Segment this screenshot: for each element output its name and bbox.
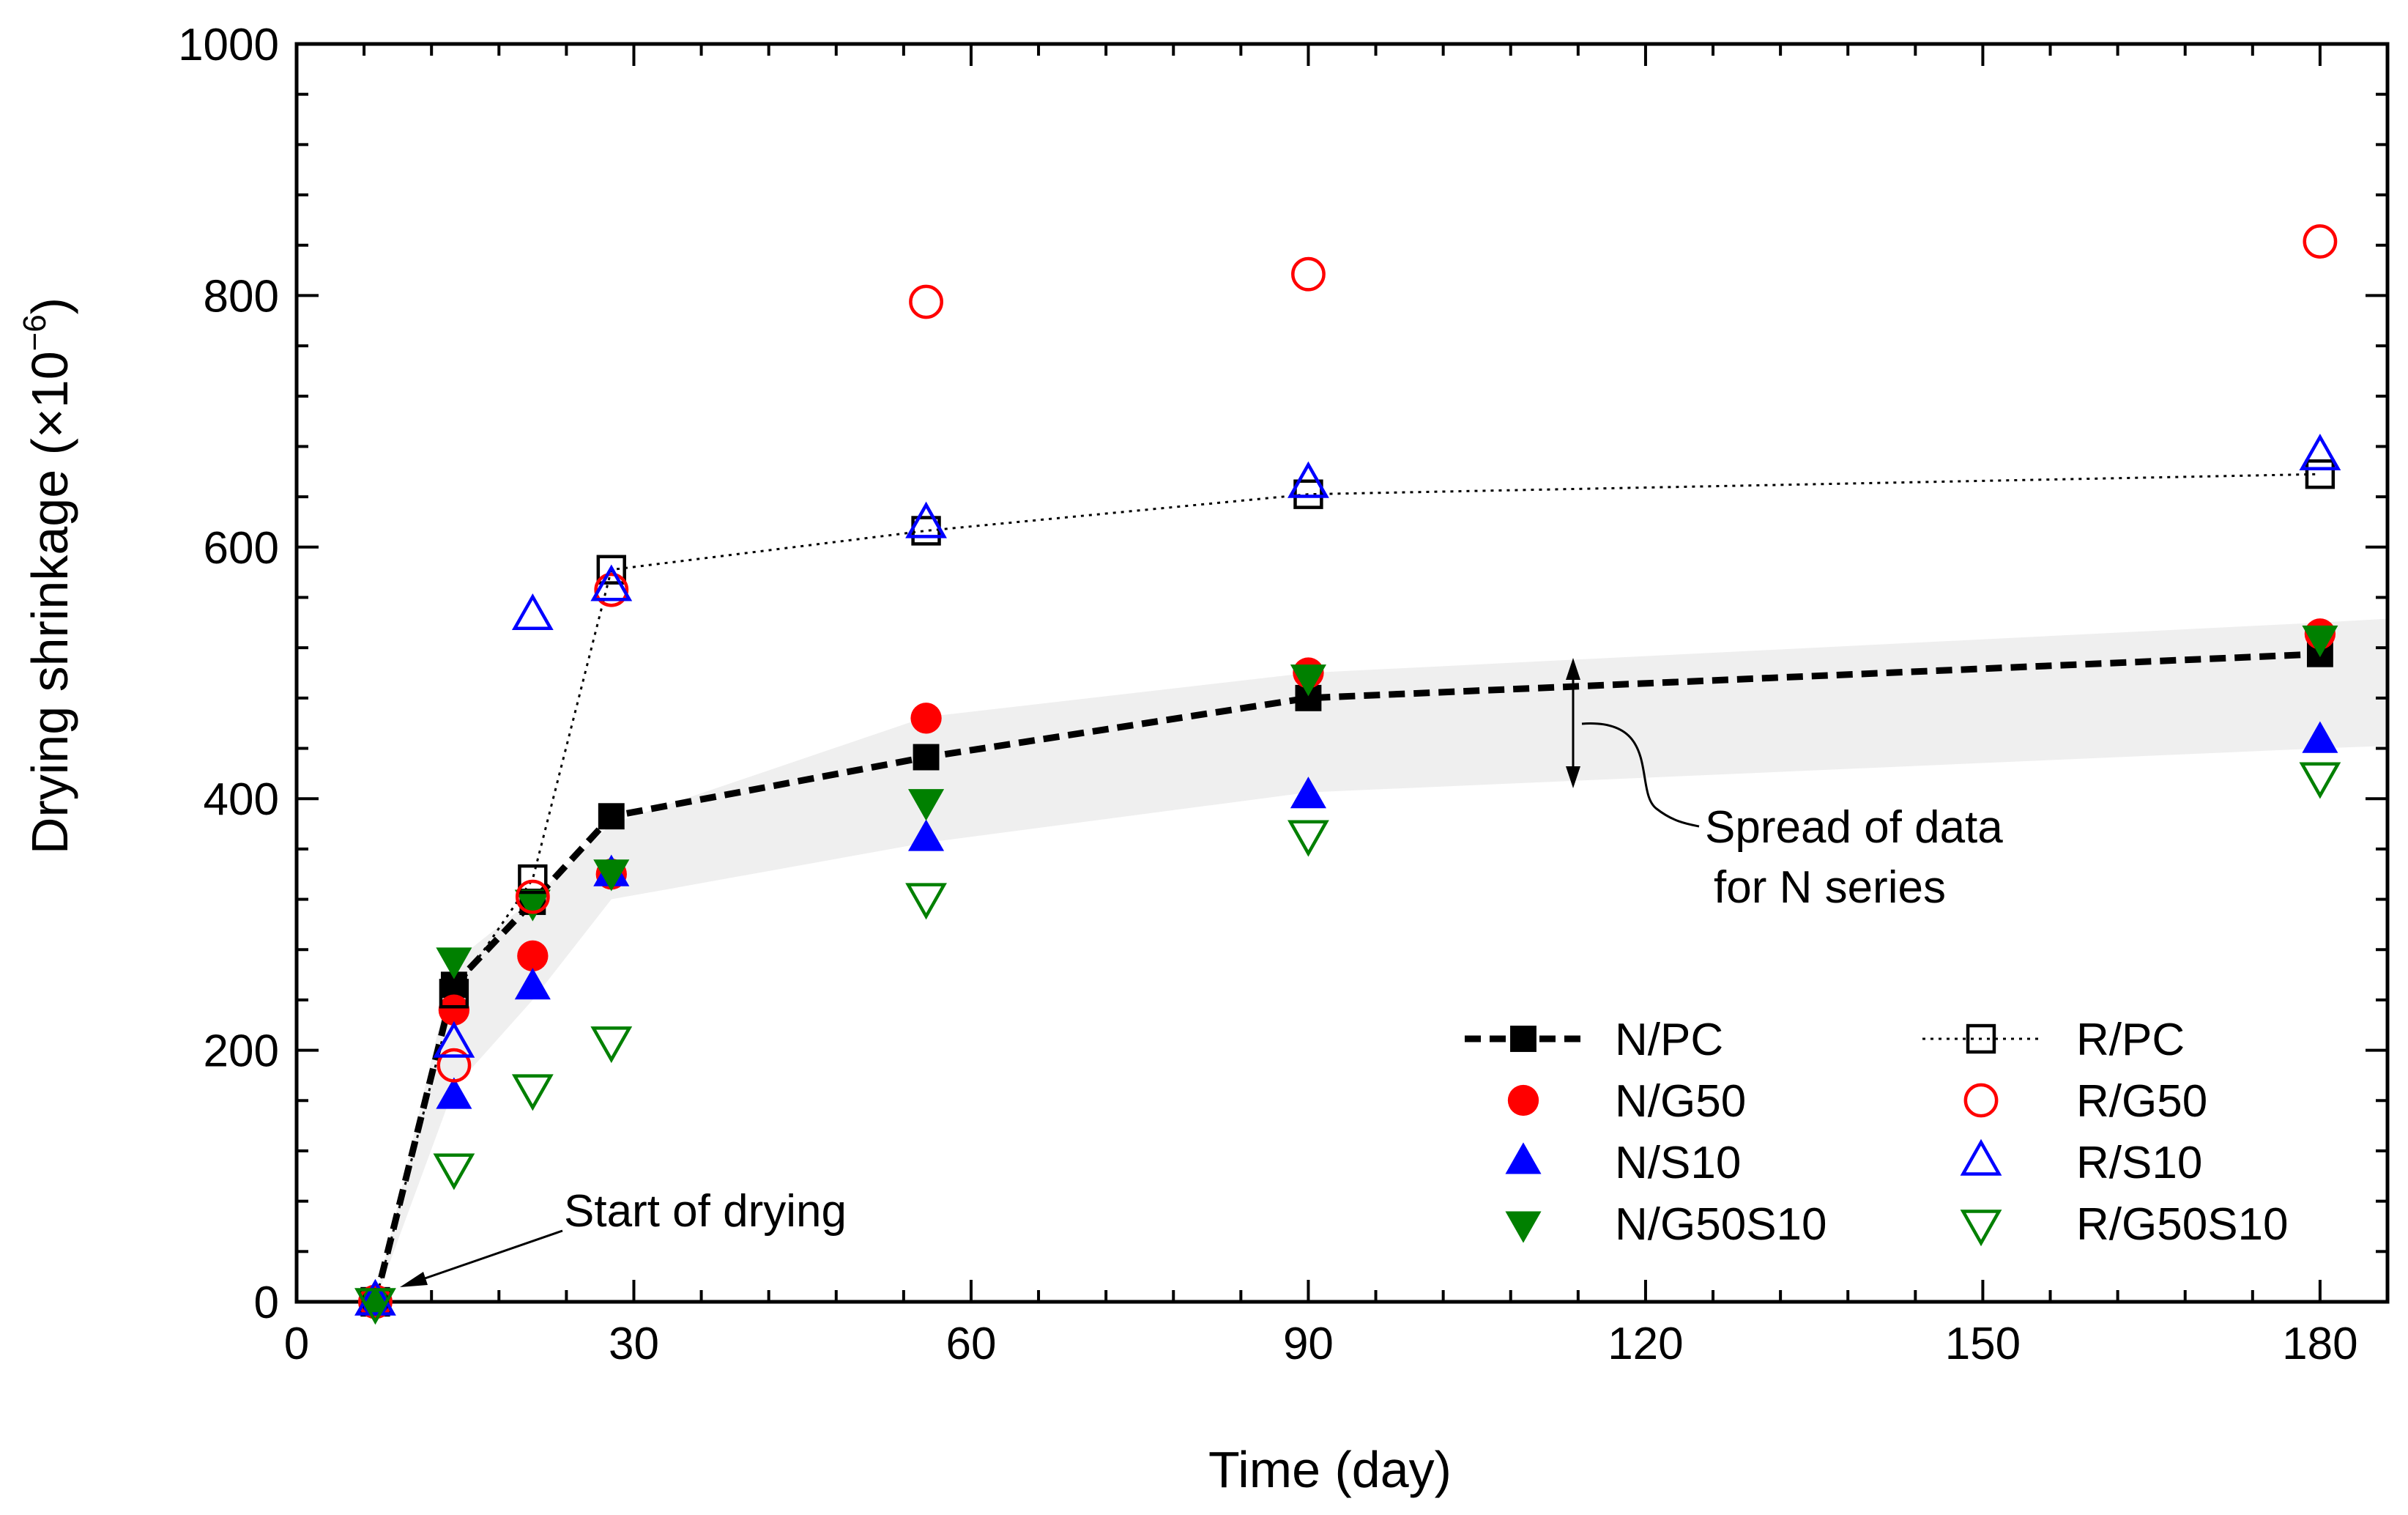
x-tick-label: 0	[284, 1319, 309, 1369]
data-point-n-g50s10	[593, 859, 630, 892]
legend-marker-n-pc	[1510, 1026, 1536, 1052]
y-axis-title: Drying shrinkage (×10−6)	[17, 297, 78, 854]
data-point-r-pc	[2305, 459, 2335, 489]
x-tick-label: 60	[945, 1319, 996, 1369]
data-point-n-g50	[438, 994, 470, 1026]
spread-annotation: Spread of data for N series	[1566, 658, 2003, 913]
data-point-r-s10	[2299, 433, 2341, 470]
data-point-r-pc	[518, 864, 548, 894]
legend-label-n-g50: N/G50	[1615, 1076, 1746, 1127]
legend-marker-r-pc	[1966, 1023, 1996, 1054]
data-point-n-g50s10	[514, 889, 551, 922]
data-point-r-g50s10	[2299, 762, 2341, 799]
data-point-r-g50	[515, 879, 550, 914]
data-point-r-s10	[905, 501, 947, 538]
data-point-r-pc	[596, 555, 626, 585]
x-tick-label: 150	[1945, 1319, 2021, 1369]
y-tick-label: 1000	[178, 20, 279, 70]
data-point-r-s10	[590, 564, 633, 601]
start-of-drying-arrowhead	[400, 1272, 428, 1287]
data-point-n-s10	[514, 968, 551, 1000]
start-of-drying-arrow	[409, 1229, 563, 1285]
spread-label-line1: Spread of data	[1705, 802, 2003, 853]
legend-marker-n-s10	[1505, 1142, 1542, 1174]
x-tick-label: 90	[1283, 1319, 1334, 1369]
data-point-r-s10	[511, 593, 554, 631]
legend-label-r-pc: R/PC	[2076, 1015, 2185, 1065]
data-point-r-pc	[1293, 479, 1323, 509]
data-point-n-g50	[517, 940, 549, 971]
y-tick-label: 400	[204, 774, 279, 825]
data-point-r-g50s10	[511, 1074, 554, 1111]
spread-band	[375, 618, 2387, 1302]
data-point-n-g50s10	[908, 789, 945, 821]
y-tick-label: 0	[254, 1278, 279, 1328]
legend-marker-r-g50	[1963, 1083, 1999, 1118]
data-point-n-s10	[908, 819, 945, 851]
data-point-n-g50s10	[2302, 625, 2338, 658]
data-point-r-g50	[436, 1048, 472, 1083]
data-markers-layer	[354, 224, 2341, 1325]
data-point-r-g50s10	[433, 1153, 475, 1190]
data-point-n-s10	[2302, 721, 2338, 753]
data-point-r-g50	[358, 1284, 393, 1319]
spread-label-line2: for N series	[1714, 862, 1946, 913]
data-point-r-g50s10	[905, 883, 947, 920]
data-point-n-s10	[1290, 777, 1326, 809]
x-tick-label: 180	[2282, 1319, 2357, 1369]
data-point-n-pc	[598, 803, 625, 830]
data-point-n-g50s10	[1290, 664, 1326, 697]
legend-label-r-g50s10: R/G50S10	[2076, 1199, 2289, 1250]
data-point-r-g50	[909, 284, 943, 319]
spread-band-layer	[375, 618, 2387, 1302]
data-point-r-g50	[1291, 256, 1326, 292]
data-point-r-g50	[2303, 224, 2338, 259]
legend-marker-r-g50s10	[1960, 1210, 2002, 1247]
spread-arrowhead-bottom	[1566, 766, 1580, 788]
data-point-r-s10	[433, 1021, 475, 1058]
y-tick-label: 200	[204, 1026, 279, 1077]
legend-label-n-s10: N/S10	[1615, 1138, 1741, 1188]
legend-marker-r-s10	[1960, 1138, 2002, 1176]
data-point-n-g50s10	[436, 947, 472, 979]
x-tick-label: 120	[1608, 1319, 1683, 1369]
y-tick-label: 800	[204, 271, 279, 322]
spread-leader-line	[1581, 722, 1700, 828]
legend: N/PC N/G50 N/S10 N/G50S10 R/PC R/G50 R/S10 R/G5…	[1465, 1015, 2289, 1250]
legend-label-n-g50s10: N/G50S10	[1615, 1199, 1827, 1250]
data-point-r-g50	[594, 572, 629, 607]
legend-label-r-s10: R/S10	[2076, 1138, 2202, 1188]
data-point-n-s10	[436, 1077, 472, 1109]
data-point-r-s10	[1287, 461, 1329, 498]
legend-label-r-g50: R/G50	[2076, 1076, 2207, 1127]
plot-frame	[294, 42, 2390, 1304]
axis-ticks-layer: 0 30 60 90 120 150 180 0 200 400 600 800 1000	[178, 20, 2389, 1369]
data-point-r-pc	[439, 979, 469, 1009]
legend-marker-n-g50s10	[1505, 1211, 1542, 1243]
x-axis-title: Time (day)	[1208, 1441, 1452, 1498]
data-point-r-g50s10	[1287, 820, 1329, 857]
legend-label-n-pc: N/PC	[1615, 1015, 1723, 1065]
plot-frame-layer	[294, 42, 2390, 1304]
data-point-n-g50	[910, 703, 942, 734]
start-of-drying-annotation: Start of drying	[400, 1186, 847, 1287]
spread-arrowhead-top	[1566, 658, 1580, 680]
y-tick-label: 600	[204, 523, 279, 574]
data-point-r-g50s10	[354, 1288, 396, 1325]
data-point-n-pc	[913, 744, 940, 771]
data-point-r-s10	[354, 1278, 396, 1316]
start-of-drying-label: Start of drying	[564, 1186, 847, 1237]
x-tick-label: 30	[609, 1319, 659, 1369]
legend-marker-n-g50	[1507, 1084, 1539, 1116]
data-point-r-g50s10	[590, 1026, 633, 1064]
